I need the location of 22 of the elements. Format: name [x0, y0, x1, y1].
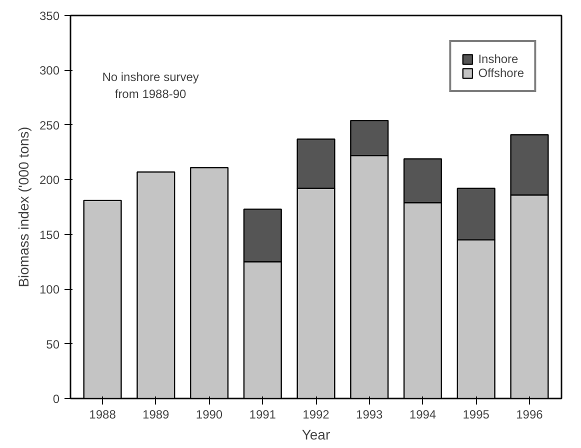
x-tick-label: 1990 — [196, 408, 223, 422]
x-tick-label: 1993 — [356, 408, 384, 422]
y-tick-label: 50 — [46, 337, 60, 352]
x-tick-label: 1995 — [462, 408, 490, 422]
x-tick-label: 1992 — [302, 408, 330, 422]
y-tick-label: 250 — [39, 118, 60, 132]
y-tick-label: 0 — [52, 392, 60, 406]
y-tick-label: 300 — [39, 64, 60, 78]
y-tick-label: 350 — [39, 9, 60, 23]
x-tick-label: 1994 — [409, 408, 436, 422]
x-tick-label: 1991 — [249, 408, 276, 422]
y-tick-label: 100 — [39, 282, 60, 297]
annotation: No inshore survey from 1988-90 — [102, 70, 199, 101]
x-tick-label: 1996 — [516, 408, 544, 422]
legend-label: Offshore — [478, 66, 524, 80]
y-tick-label: 200 — [39, 173, 60, 188]
y-tick-label: 150 — [39, 228, 60, 242]
y-axis-title: Biomass index ('000 tons) — [15, 126, 32, 288]
x-tick-label: 1988 — [89, 408, 116, 422]
x-tick-label: 1989 — [142, 408, 170, 422]
legend-label: Inshore — [478, 52, 518, 66]
x-axis-title: Year — [302, 426, 330, 442]
